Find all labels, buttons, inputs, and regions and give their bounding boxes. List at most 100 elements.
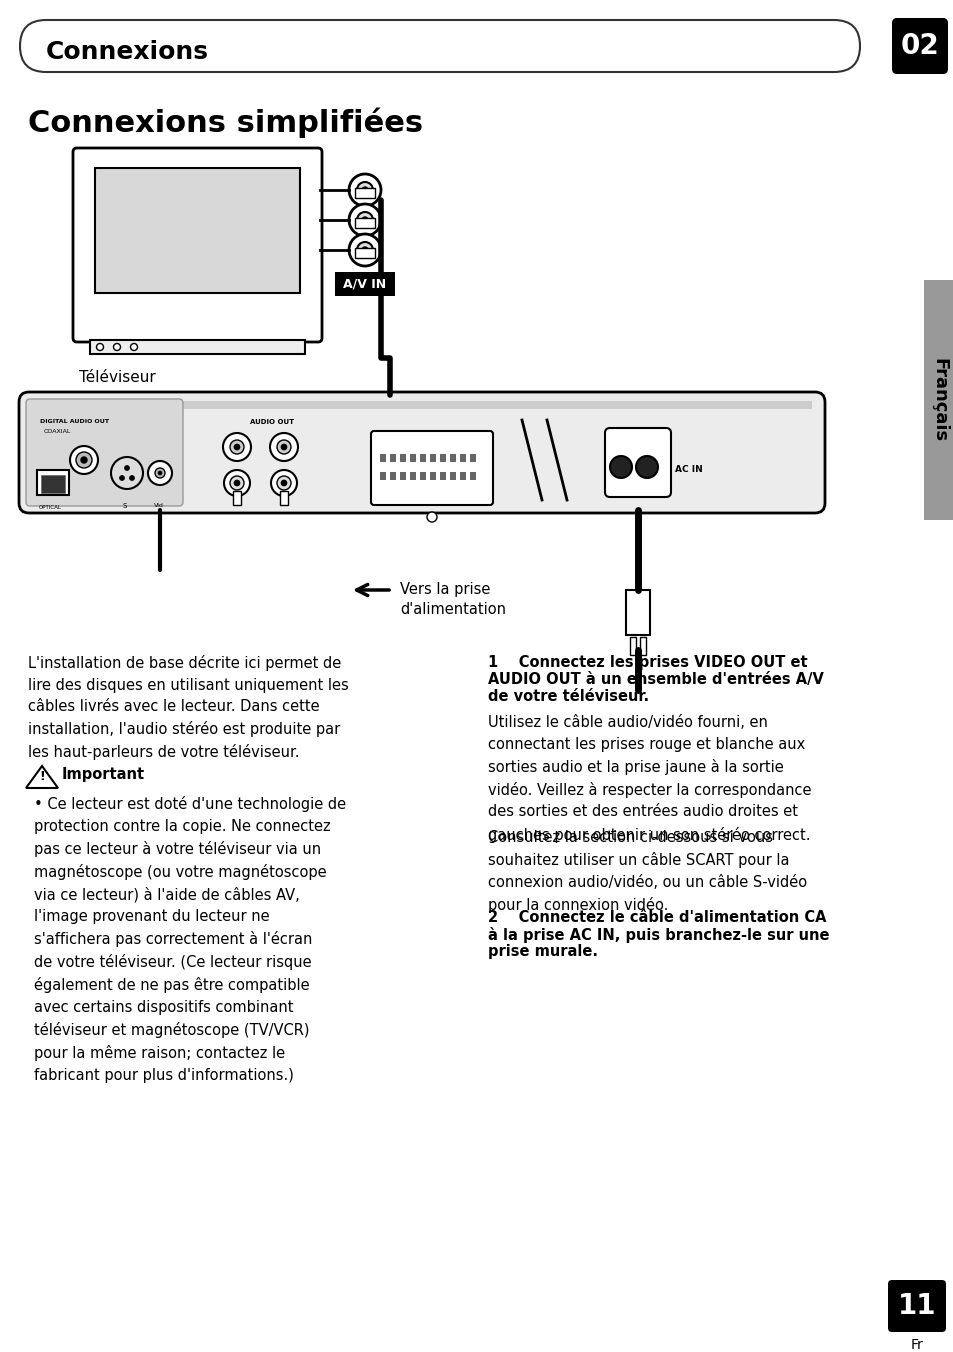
Circle shape bbox=[361, 247, 368, 253]
Text: 11: 11 bbox=[897, 1293, 935, 1320]
Bar bbox=[390, 472, 395, 480]
Circle shape bbox=[154, 468, 165, 479]
Text: Utilisez le câble audio/vidéo fourni, en
connectant les prises rouge et blanche : Utilisez le câble audio/vidéo fourni, en… bbox=[488, 715, 811, 842]
Circle shape bbox=[131, 343, 137, 350]
Text: 1    Connectez les prises VIDEO OUT et: 1 Connectez les prises VIDEO OUT et bbox=[488, 654, 807, 671]
Text: AC IN: AC IN bbox=[675, 465, 702, 475]
Bar bbox=[450, 454, 456, 462]
Bar bbox=[355, 188, 375, 197]
Circle shape bbox=[356, 242, 373, 258]
Bar bbox=[410, 454, 416, 462]
Bar bbox=[390, 454, 395, 462]
Text: !: ! bbox=[39, 769, 45, 783]
Circle shape bbox=[113, 343, 120, 350]
FancyBboxPatch shape bbox=[20, 20, 859, 72]
Bar bbox=[355, 247, 375, 258]
Text: Fr: Fr bbox=[910, 1338, 923, 1352]
Bar bbox=[625, 589, 649, 635]
Circle shape bbox=[70, 446, 98, 475]
Circle shape bbox=[125, 465, 130, 470]
Bar bbox=[629, 637, 636, 654]
Polygon shape bbox=[26, 767, 58, 788]
Circle shape bbox=[230, 476, 244, 489]
Bar bbox=[399, 454, 406, 462]
Text: S: S bbox=[123, 503, 128, 508]
Text: Connexions simplifiées: Connexions simplifiées bbox=[28, 108, 423, 138]
Circle shape bbox=[158, 470, 162, 475]
Text: COAXIAL: COAXIAL bbox=[44, 429, 71, 434]
Bar bbox=[439, 454, 446, 462]
Bar bbox=[923, 280, 953, 521]
Circle shape bbox=[119, 476, 125, 480]
Text: Vers la prise
d'alimentation: Vers la prise d'alimentation bbox=[399, 581, 505, 617]
Circle shape bbox=[76, 452, 91, 468]
Bar bbox=[470, 472, 476, 480]
Circle shape bbox=[230, 439, 244, 454]
Bar bbox=[419, 472, 426, 480]
Circle shape bbox=[271, 470, 296, 496]
Text: 02: 02 bbox=[900, 32, 939, 59]
Circle shape bbox=[148, 461, 172, 485]
Circle shape bbox=[281, 480, 287, 485]
Bar bbox=[379, 472, 386, 480]
Text: AUDIO OUT à un ensemble d'entrées A/V: AUDIO OUT à un ensemble d'entrées A/V bbox=[488, 672, 823, 687]
FancyBboxPatch shape bbox=[26, 399, 183, 506]
Circle shape bbox=[223, 433, 251, 461]
Circle shape bbox=[276, 476, 291, 489]
Bar bbox=[37, 470, 69, 495]
Text: 2    Connectez le câble d'alimentation CA: 2 Connectez le câble d'alimentation CA bbox=[488, 910, 825, 925]
Circle shape bbox=[224, 470, 250, 496]
Circle shape bbox=[349, 174, 380, 206]
Circle shape bbox=[96, 343, 103, 350]
Bar bbox=[470, 454, 476, 462]
FancyBboxPatch shape bbox=[335, 272, 395, 296]
Bar bbox=[32, 402, 811, 410]
Circle shape bbox=[281, 443, 287, 450]
Text: L'installation de base décrite ici permet de
lire des disques en utilisant uniqu: L'installation de base décrite ici perme… bbox=[28, 654, 349, 760]
Circle shape bbox=[233, 443, 240, 450]
Text: Consultez la section ci-dessous si vous
souhaitez utiliser un câble SCART pour l: Consultez la section ci-dessous si vous … bbox=[488, 830, 806, 913]
FancyBboxPatch shape bbox=[887, 1280, 945, 1332]
Text: à la prise AC IN, puis branchez-le sur une: à la prise AC IN, puis branchez-le sur u… bbox=[488, 927, 828, 942]
Text: Important: Important bbox=[62, 767, 145, 781]
FancyBboxPatch shape bbox=[371, 431, 493, 506]
Bar bbox=[410, 472, 416, 480]
Circle shape bbox=[636, 456, 658, 479]
Circle shape bbox=[356, 183, 373, 197]
Bar bbox=[95, 168, 299, 293]
Text: Téléviseur: Téléviseur bbox=[79, 370, 155, 385]
Circle shape bbox=[276, 439, 291, 454]
Circle shape bbox=[111, 457, 143, 489]
Bar bbox=[459, 454, 465, 462]
Bar bbox=[41, 475, 65, 493]
Bar bbox=[430, 472, 436, 480]
Text: Vid: Vid bbox=[153, 503, 164, 508]
Circle shape bbox=[349, 234, 380, 266]
Text: A/V IN: A/V IN bbox=[343, 277, 386, 291]
Bar bbox=[355, 218, 375, 228]
Circle shape bbox=[81, 457, 87, 462]
Text: DIGITAL AUDIO OUT: DIGITAL AUDIO OUT bbox=[40, 419, 109, 425]
Circle shape bbox=[356, 212, 373, 228]
FancyBboxPatch shape bbox=[73, 147, 322, 342]
Text: Français: Français bbox=[929, 358, 947, 442]
Circle shape bbox=[361, 218, 368, 223]
Bar bbox=[90, 339, 305, 354]
Bar bbox=[399, 472, 406, 480]
Circle shape bbox=[233, 480, 240, 485]
Circle shape bbox=[609, 456, 631, 479]
Text: OPTICAL: OPTICAL bbox=[39, 506, 62, 510]
Bar bbox=[639, 637, 645, 654]
Bar bbox=[280, 491, 288, 506]
FancyBboxPatch shape bbox=[891, 18, 947, 74]
Text: de votre téléviseur.: de votre téléviseur. bbox=[488, 690, 648, 704]
Text: • Ce lecteur est doté d'une technologie de
protection contre la copie. Ne connec: • Ce lecteur est doté d'une technologie … bbox=[34, 796, 346, 1083]
Circle shape bbox=[130, 476, 134, 480]
Circle shape bbox=[427, 512, 436, 522]
Bar bbox=[450, 472, 456, 480]
Circle shape bbox=[361, 187, 368, 193]
Bar bbox=[459, 472, 465, 480]
Bar bbox=[379, 454, 386, 462]
Text: prise murale.: prise murale. bbox=[488, 944, 598, 959]
FancyBboxPatch shape bbox=[604, 429, 670, 498]
